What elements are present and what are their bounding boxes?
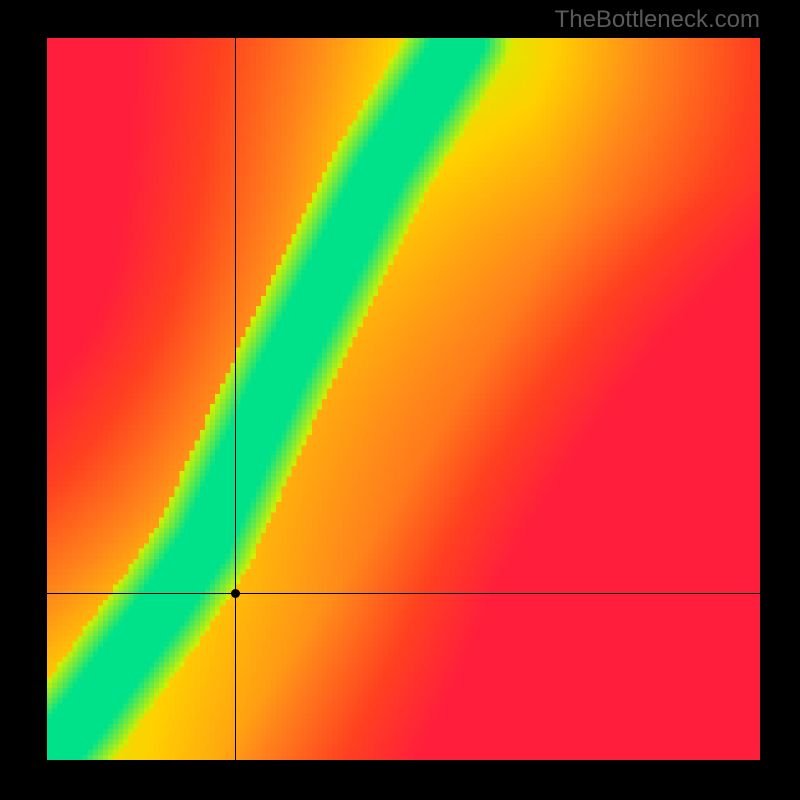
crosshair-vertical	[235, 38, 236, 760]
watermark-text: TheBottleneck.com	[555, 6, 760, 34]
crosshair-horizontal	[47, 593, 760, 594]
bottleneck-heatmap	[47, 38, 760, 760]
